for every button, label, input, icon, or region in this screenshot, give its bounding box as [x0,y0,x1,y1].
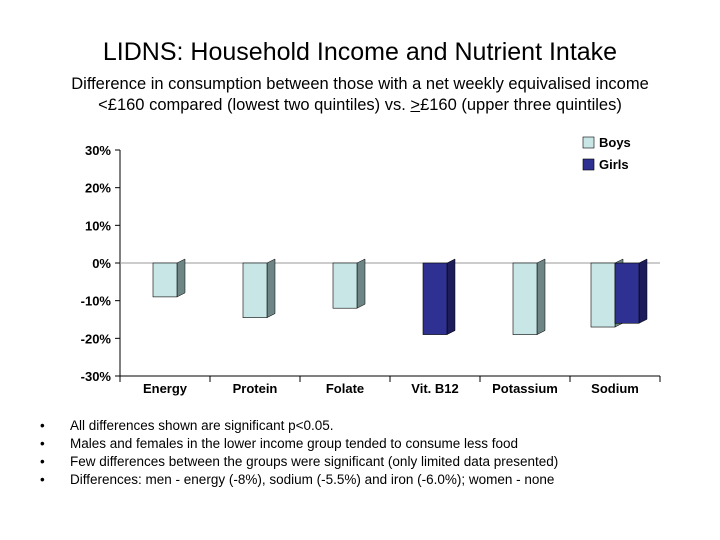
subtitle-line-2: <£160 compared (lowest two quintiles) vs… [0,95,720,116]
x-tick-label: Energy [143,381,188,396]
note-text: Few differences between the groups were … [70,454,559,469]
note-text: Males and females in the lower income gr… [70,436,519,451]
legend-swatch-boys [582,136,595,149]
note-item: • Males and females in the lower income g… [40,435,710,453]
legend-label-boys: Boys [599,135,631,150]
bar-side-girls [446,258,456,335]
y-tick-label: 10% [85,218,111,233]
bar-boys [152,262,178,298]
y-tick-label: 20% [85,181,111,196]
bar-side-boys [266,258,276,319]
subtitle-line-2-start: <£160 compared (lowest two quintiles) vs… [98,96,411,114]
x-tick-label: Folate [326,381,364,396]
slide-subtitle: Difference in consumption between those … [0,74,720,116]
x-tick-label: Potassium [492,381,558,396]
bullet-icon: • [40,418,45,433]
note-item: • Few differences between the groups were… [40,453,710,471]
bar-girls [614,262,640,324]
legend-label-girls: Girls [599,157,629,172]
notes-list: • All differences shown are significant p… [40,417,710,489]
y-tick-label: -30% [81,369,112,384]
note-item: • All differences shown are significant p… [40,417,710,435]
y-tick-label: 0% [92,256,111,271]
bar-boys [242,262,268,318]
bullet-icon: • [40,436,45,451]
x-tick-label: Sodium [591,381,639,396]
bar-side-boys [356,258,366,309]
bar-side-girls [638,258,648,324]
subtitle-line-2-end: £160 (upper three quintiles) [420,96,622,114]
note-text: Differences: men - energy (-8%), sodium … [70,472,555,487]
legend-swatch-girls [582,158,595,171]
bar-boys [590,262,616,328]
slide-title: LIDNS: Household Income and Nutrient Int… [102,38,618,66]
y-tick-label: -10% [81,294,112,309]
y-tick-label: -20% [81,331,112,346]
bullet-icon: • [40,454,45,469]
bar-boys [512,262,538,335]
bar-girls [422,262,448,335]
bar-side-boys [176,258,186,298]
y-tick-label: 30% [85,143,111,158]
x-tick-label: Protein [233,381,278,396]
bullet-icon: • [40,472,45,487]
note-text: All differences shown are significant p<… [70,418,334,433]
bar-boys [332,262,358,309]
bar-side-boys [536,258,546,335]
x-tick-label: Vit. B12 [411,381,458,396]
subtitle-line-1: Difference in consumption between those … [71,75,649,93]
subtitle-underlined-symbol: > [410,96,421,114]
note-item: • Differences: men - energy (-8%), sodium… [40,471,710,489]
